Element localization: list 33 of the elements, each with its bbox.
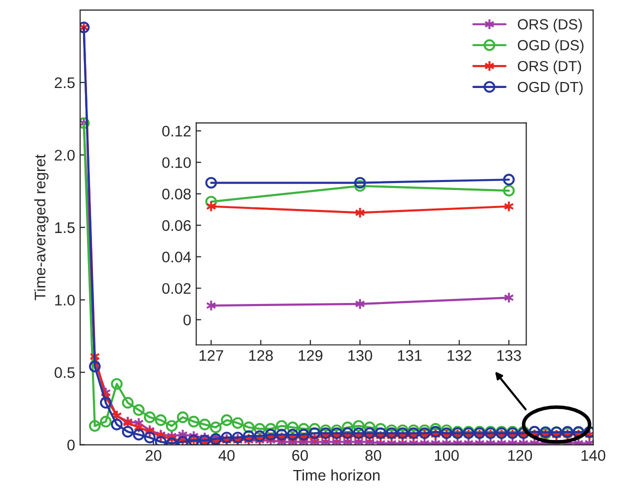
y-tick-label: 0.02 [162,283,191,294]
y-tick-label: 2.0 [54,150,75,161]
x-tick-label: 133 [497,350,521,361]
y-tick-label: 0.08 [162,188,191,200]
y-tick-label: 0.5 [54,367,75,378]
legend-label: OGD (DT) [518,81,583,96]
x-tick-label: 140 [582,450,606,461]
y-axis-title: Time-averaged regret [34,154,48,300]
x-tick-label: 80 [365,450,382,461]
y-tick-label: 2.5 [54,77,75,88]
x-tick-label: 20 [146,450,162,461]
y-tick-label: 0.12 [162,126,191,137]
y-tick-label: 1.0 [55,294,75,306]
y-tick-label: 0 [67,440,75,450]
x-tick-label: 132 [448,350,472,361]
legend-label: ORS (DT) [518,60,582,74]
x-tick-label: 40 [218,450,235,461]
x-axis-title: Time horizon [293,469,380,481]
y-tick-label: 1.5 [55,222,75,234]
x-tick-label: 131 [398,350,422,361]
legend-label: OGD (DS) [518,40,584,54]
x-tick-label: 128 [249,350,273,361]
x-tick-label: 127 [200,350,224,361]
x-tick-label: 120 [508,450,532,461]
x-tick-label: 60 [292,450,308,461]
x-tick-label: 100 [434,450,459,461]
x-tick-label: 130 [348,350,372,361]
y-tick-label: 0 [183,314,191,326]
y-tick-label: 0.06 [162,220,191,231]
legend-label: ORS (DS) [518,18,582,32]
y-tick-label: 0.10 [162,157,191,168]
y-tick-label: 0.04 [162,252,191,262]
x-tick-label: 129 [298,350,322,361]
